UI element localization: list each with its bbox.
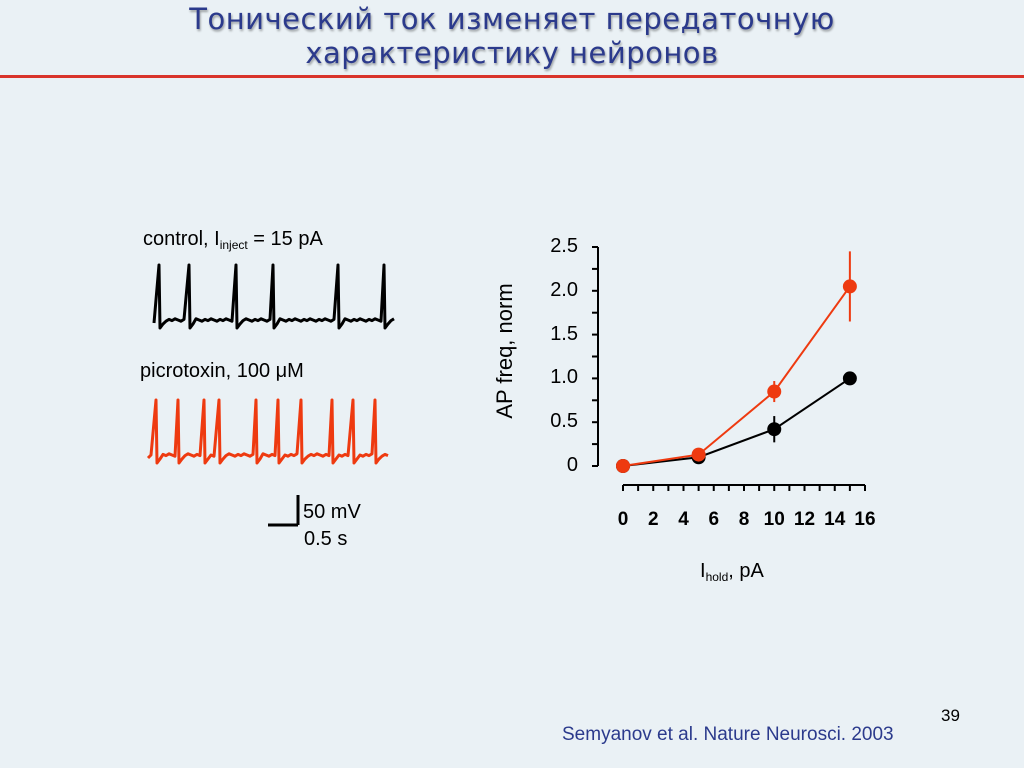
x-axis-label-main: I	[700, 560, 706, 582]
data-point	[691, 447, 706, 462]
y-tick-label: 0	[566, 454, 578, 476]
picrotoxin-trace-label: picrotoxin, 100 μM	[140, 360, 304, 382]
title-line-1: Тонический ток изменяет передаточную	[189, 2, 835, 36]
title-line-2: характеристику нейронов	[305, 36, 719, 70]
chart-plot	[592, 246, 866, 491]
data-point	[616, 459, 630, 473]
x-axis-label: Ihold, pA	[700, 560, 764, 584]
y-tick-label: 2.5	[550, 235, 578, 257]
data-point	[842, 371, 857, 386]
picrotoxin-trace	[146, 398, 389, 465]
scale-bar-voltage-label: 50 mV	[303, 501, 361, 523]
scale-bar-time-label: 0.5 s	[304, 528, 348, 550]
slide-number: 39	[941, 706, 960, 725]
x-tick-label: 14	[824, 509, 846, 530]
control-label-main: control, I	[143, 228, 220, 250]
x-axis-label-sub: hold	[705, 570, 729, 584]
x-tick-label: 10	[763, 509, 785, 530]
x-tick-label: 6	[708, 509, 720, 530]
x-tick-label: 4	[678, 509, 689, 530]
data-point	[767, 384, 782, 399]
control-label-sub: inject	[219, 238, 248, 252]
x-tick-label: 12	[793, 509, 816, 530]
y-tick-label: 1.5	[550, 322, 578, 345]
y-tick-label: 0.5	[550, 410, 578, 433]
y-tick-label: 1.0	[550, 366, 578, 389]
control-trace-label: control, Iinject = 15 pA	[143, 228, 323, 252]
x-tick-label: 8	[738, 509, 750, 530]
x-tick-label: 2	[647, 509, 659, 530]
x-tick-label: 0	[617, 509, 629, 530]
control-trace	[152, 263, 395, 330]
series-1	[616, 251, 857, 473]
y-tick-label: 2.0	[550, 278, 578, 301]
data-point	[842, 279, 857, 294]
x-axis-label-tail: , pA	[728, 560, 764, 582]
x-tick-label: 16	[854, 509, 876, 530]
series-line	[622, 285, 851, 467]
citation: Semyanov et al. Nature Neurosci. 2003	[562, 724, 894, 745]
data-point	[767, 422, 782, 437]
control-label-tail: = 15 pA	[247, 228, 323, 250]
y-axis-label: AP freq, norm	[492, 283, 517, 419]
scale-bar	[268, 495, 300, 527]
slide-title: Тонический ток изменяет передаточную хар…	[0, 0, 1024, 70]
series-line	[622, 377, 851, 467]
title-divider	[0, 75, 1024, 78]
voltage-traces	[146, 263, 395, 465]
